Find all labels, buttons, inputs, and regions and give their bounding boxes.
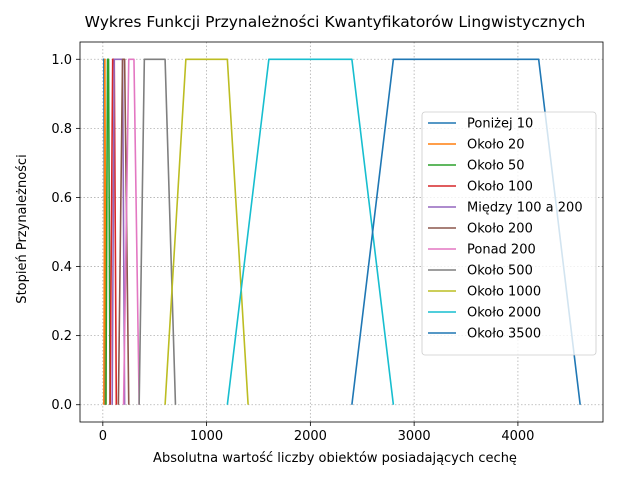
- legend-label: Między 100 a 200: [467, 201, 583, 216]
- y-tick-label: 1.0: [51, 53, 72, 68]
- y-axis-label: Stopień Przynależności: [15, 154, 30, 303]
- x-tick-label: 3000: [398, 429, 431, 444]
- series-line: [138, 58, 177, 405]
- series-line: [164, 58, 249, 405]
- y-axis-ticks: 0.0 0.2 0.4 0.6 0.8 1.0: [51, 53, 80, 413]
- x-tick-label: 4000: [501, 429, 534, 444]
- legend-label: Około 100: [467, 180, 533, 195]
- legend-label: Około 50: [467, 159, 525, 174]
- x-axis-label: Absolutna wartość liczby obiektów posiad…: [153, 451, 517, 466]
- y-tick-label: 0.8: [51, 122, 72, 137]
- legend-label: Około 2000: [467, 306, 541, 321]
- series-line: [105, 58, 111, 405]
- series-line: [103, 58, 107, 405]
- y-tick-label: 0.4: [51, 260, 72, 275]
- legend-label: Około 20: [467, 138, 525, 153]
- y-tick-label: 0.6: [51, 191, 72, 206]
- axes-frame: [79, 41, 604, 423]
- x-axis-ticks: 0 1000 2000 3000 4000: [99, 422, 534, 444]
- x-tick-label: 1000: [190, 429, 223, 444]
- y-tick-label: 0.0: [51, 398, 72, 413]
- legend-box: [421, 111, 597, 356]
- legend-label: Około 3500: [467, 327, 541, 342]
- legend-label: Ponad 200: [467, 243, 536, 258]
- legend: Poniżej 10 Około 20 Około 50 Około 100 Międz…: [421, 111, 597, 356]
- legend-label: Poniżej 10: [467, 117, 533, 132]
- legend-label: Około 500: [467, 264, 533, 279]
- series-line: [111, 58, 126, 405]
- series-line: [122, 58, 140, 405]
- y-tick-label: 0.2: [51, 329, 72, 344]
- x-tick-label: 0: [99, 429, 107, 444]
- chart-title: Wykres Funkcji Przynależności Kwantyfika…: [85, 13, 586, 31]
- x-tick-label: 2000: [294, 429, 327, 444]
- plot-lines: [102, 58, 581, 405]
- legend-label: Około 200: [467, 222, 533, 237]
- legend-label: Około 1000: [467, 285, 541, 300]
